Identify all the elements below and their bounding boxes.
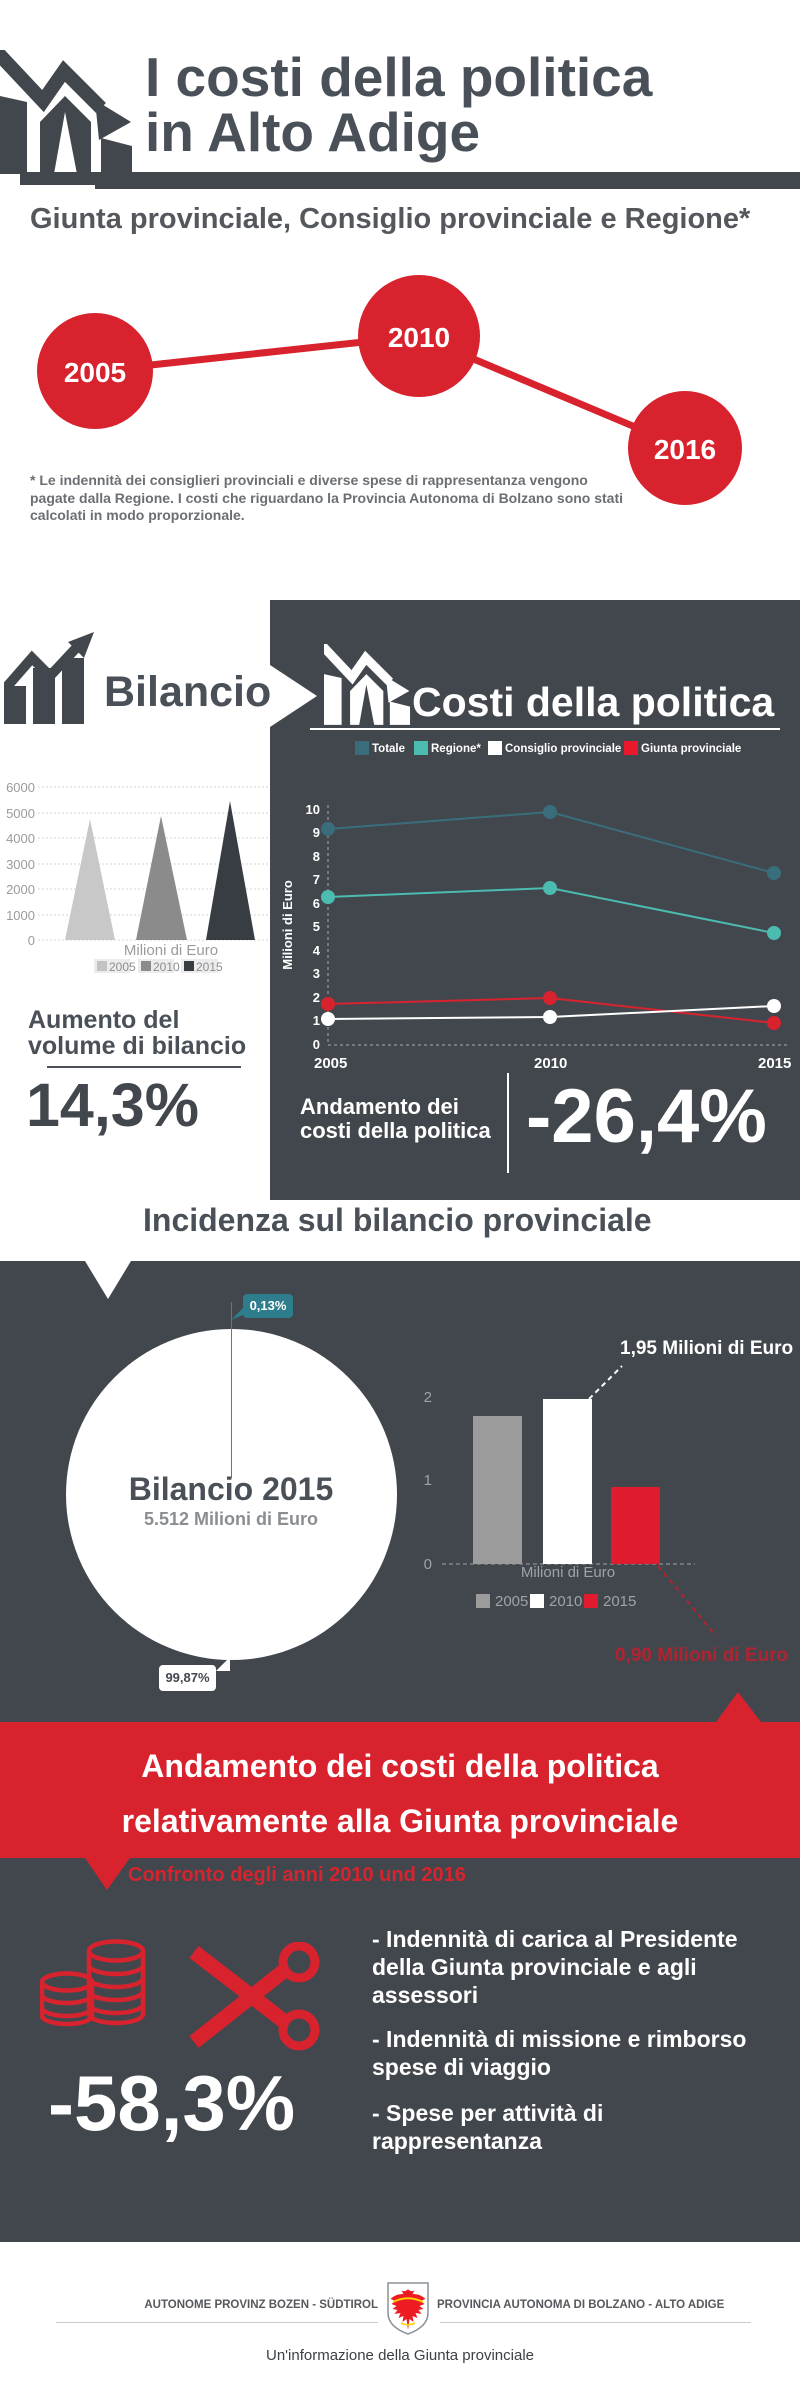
svg-text:0: 0 [424, 1556, 432, 1573]
svg-text:3000: 3000 [6, 857, 35, 872]
svg-text:2005: 2005 [314, 1055, 347, 1072]
svg-text:2010: 2010 [534, 1055, 567, 1072]
svg-text:1000: 1000 [6, 908, 35, 923]
svg-text:2005: 2005 [495, 1593, 528, 1610]
svg-text:2000: 2000 [6, 882, 35, 897]
svg-text:2005: 2005 [109, 960, 136, 974]
svg-text:9: 9 [313, 825, 320, 840]
svg-text:2010: 2010 [549, 1593, 582, 1610]
svg-text:2: 2 [424, 1389, 432, 1406]
svg-text:8: 8 [313, 849, 320, 864]
svg-text:2005: 2005 [64, 357, 126, 388]
svg-text:4: 4 [313, 943, 321, 958]
svg-text:6: 6 [313, 896, 320, 911]
svg-text:2015: 2015 [196, 960, 223, 974]
svg-text:1: 1 [313, 1013, 320, 1028]
svg-text:1: 1 [424, 1472, 432, 1489]
svg-text:Milioni di Euro: Milioni di Euro [124, 942, 218, 959]
svg-text:2015: 2015 [758, 1055, 791, 1072]
svg-text:1,95 Milioni di Euro: 1,95 Milioni di Euro [620, 1338, 793, 1359]
svg-text:2016: 2016 [654, 434, 716, 465]
svg-text:Milioni di Euro: Milioni di Euro [280, 880, 295, 970]
svg-text:Consiglio provinciale: Consiglio provinciale [505, 743, 621, 755]
svg-text:2010: 2010 [388, 322, 450, 353]
svg-text:3: 3 [313, 966, 320, 981]
svg-text:Giunta provinciale: Giunta provinciale [641, 743, 741, 755]
svg-text:0: 0 [313, 1037, 320, 1052]
svg-text:0,90 Milioni di Euro: 0,90 Milioni di Euro [615, 1645, 788, 1666]
svg-text:4000: 4000 [6, 831, 35, 846]
svg-text:10: 10 [306, 802, 320, 817]
svg-text:0: 0 [28, 933, 35, 948]
svg-text:2010: 2010 [153, 960, 180, 974]
svg-text:5: 5 [313, 919, 320, 934]
svg-text:Regione*: Regione* [431, 743, 481, 755]
svg-text:7: 7 [313, 872, 320, 887]
svg-text:5000: 5000 [6, 806, 35, 821]
svg-text:2: 2 [313, 990, 320, 1005]
svg-text:6000: 6000 [6, 780, 35, 795]
svg-text:Milioni di Euro: Milioni di Euro [521, 1564, 615, 1581]
svg-text:2015: 2015 [603, 1593, 636, 1610]
svg-text:Totale: Totale [372, 743, 405, 755]
